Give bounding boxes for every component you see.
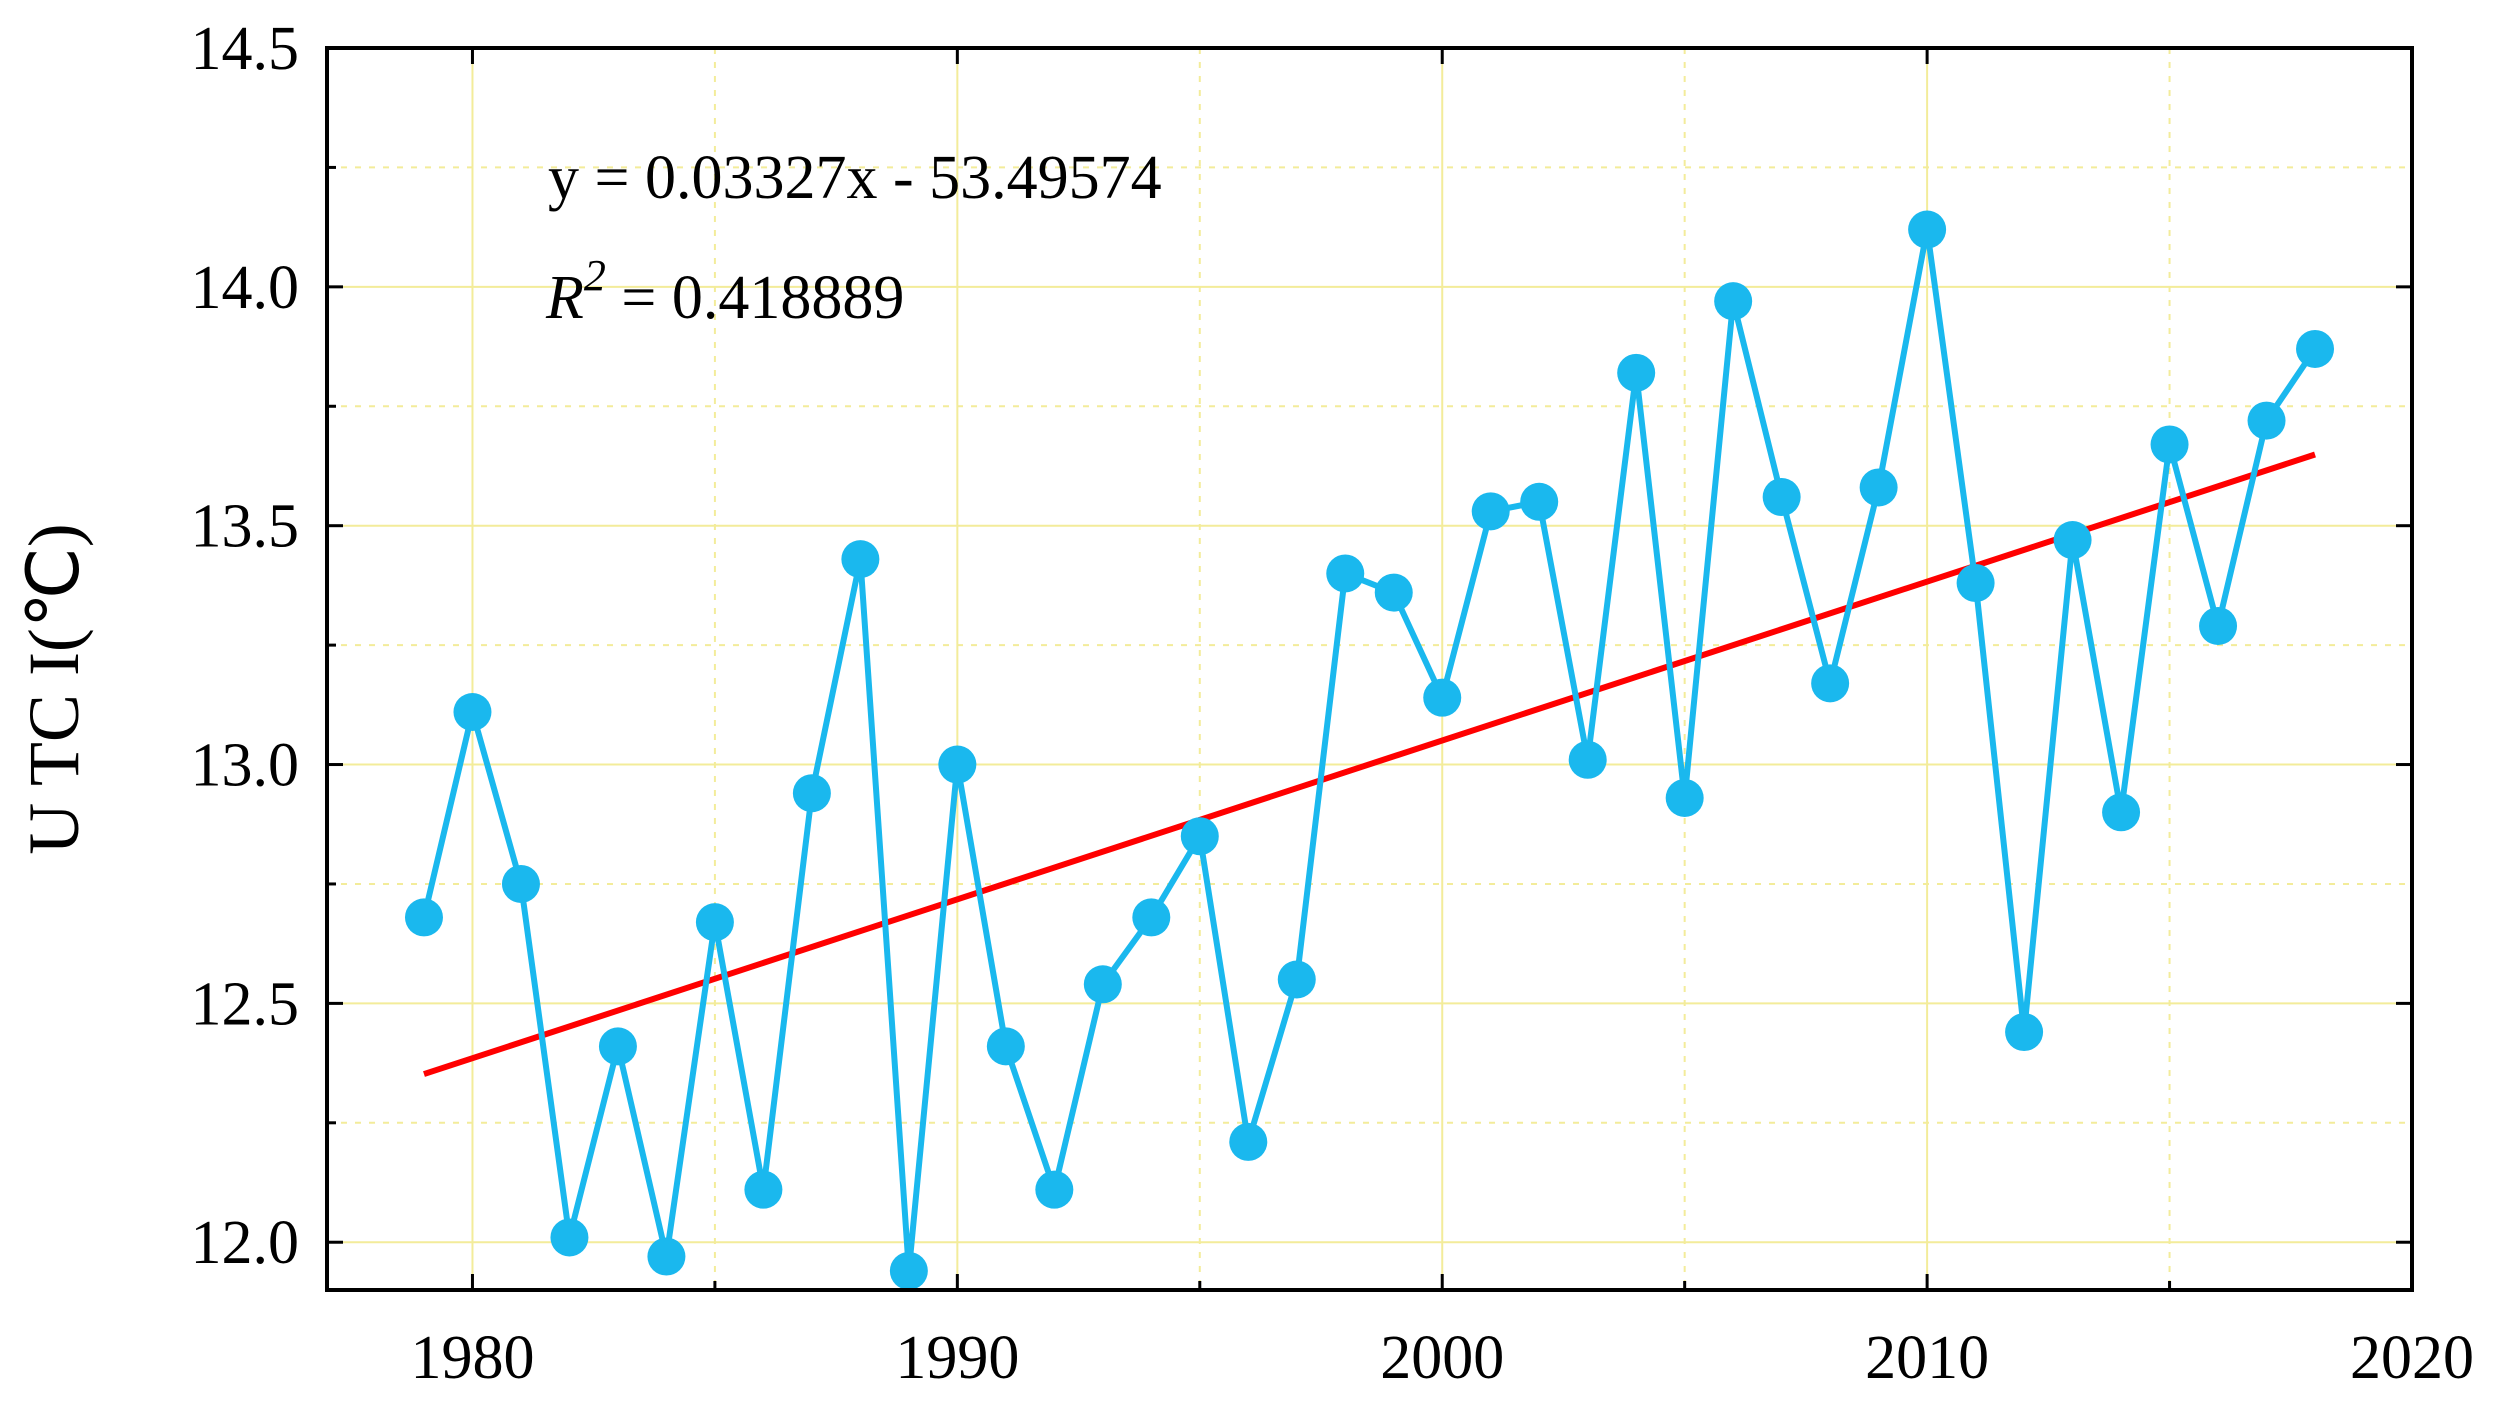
data-point [2199,607,2238,646]
data-point [1617,353,1656,392]
data-point [550,1218,589,1257]
r-squared-symbol: R [545,264,584,332]
utci-series-line [421,226,2318,1274]
data-point [1035,1170,1074,1209]
x-tick-label: 2020 [2350,1324,2474,1392]
y-axis-label: U TC I(℃) [14,523,94,855]
data-point [841,540,880,579]
data-point [1180,817,1219,856]
y-tick-label: 14.5 [191,15,300,83]
fit-line-group [423,451,2316,1077]
data-point [1956,564,1995,603]
data-point [1229,1122,1268,1161]
data-point [2102,793,2141,832]
data-point [647,1237,686,1276]
data-point [1714,282,1753,321]
data-point [1423,678,1462,717]
data-point [453,692,492,731]
y-tick-label: 12.0 [191,1209,300,1277]
r-squared-exponent: 2 [584,251,606,300]
data-point [1859,468,1898,507]
data-point [792,774,831,813]
x-tick-label: 1980 [410,1324,534,1392]
data-point [744,1170,783,1209]
data-point [2005,1013,2044,1052]
plot-frame [325,46,2414,1292]
y-tick-label: 13.5 [191,493,300,561]
data-point [938,745,977,784]
data-point [2296,329,2335,368]
data-point [695,903,734,942]
data-point [1811,664,1850,703]
data-point [2053,521,2092,560]
grid [327,48,2412,1290]
data-point [1520,482,1559,521]
r-squared-annotation: R2 = 0.418889 [545,251,904,332]
data-point [1277,960,1316,999]
data-point [2247,401,2286,440]
data-point [889,1251,928,1290]
x-tick-label: 2000 [1380,1324,1504,1392]
data-point [2150,425,2189,464]
data-point [1665,778,1704,817]
y-tick-labels: 12.0 12.5 13.0 13.5 14.0 14.5 [191,15,300,1277]
x-tick-labels: 1980 1990 2000 2010 2020 [410,1324,2474,1392]
data-point [1132,898,1171,937]
y-tick-label: 14.0 [191,254,300,322]
r-squared-value: = 0.418889 [606,264,904,332]
regression-equation: y = 0.03327x - 53.49574 [548,144,1162,212]
data-series-group [404,210,2335,1290]
linear-fit-line [423,451,2316,1077]
x-tick-label: 1990 [895,1324,1019,1392]
y-tick-label: 12.5 [191,970,300,1038]
y-tick-label: 13.0 [191,732,300,800]
data-point [404,898,443,937]
data-point [598,1027,637,1066]
data-point [1908,210,1947,249]
data-point [986,1027,1025,1066]
data-point [1568,740,1607,779]
data-point [501,864,540,903]
data-point [1374,573,1413,612]
data-point [1083,965,1122,1004]
ticks [327,46,2414,1290]
data-point [1762,478,1801,517]
data-point [1471,492,1510,531]
x-tick-label: 2010 [1865,1324,1989,1392]
data-point [1326,554,1365,593]
